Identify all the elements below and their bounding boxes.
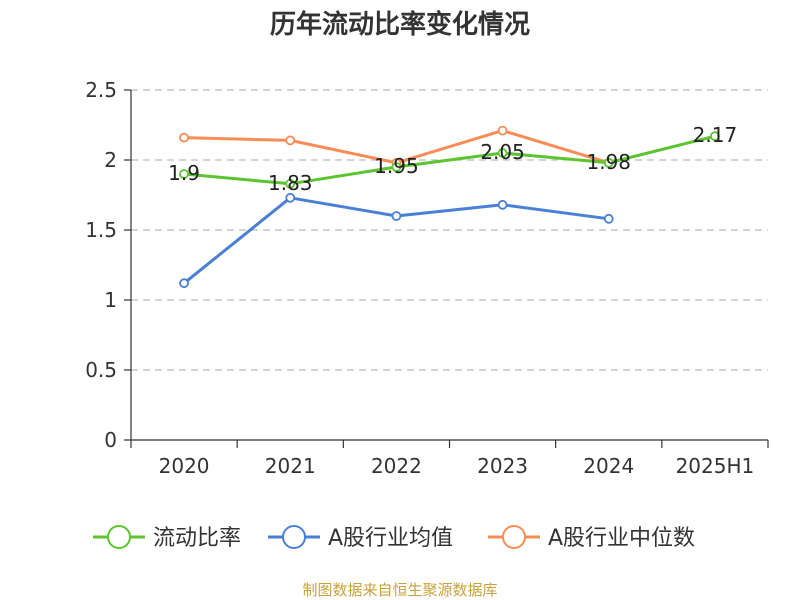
- data-label: 1.9: [168, 161, 200, 185]
- grid-lines: [131, 89, 768, 371]
- legend-marker: [107, 525, 131, 549]
- series-line: [183, 196, 609, 285]
- series-lines: [179, 125, 720, 289]
- legend-label: A股行业均值: [328, 526, 453, 551]
- y-tick-label: 2: [104, 148, 117, 172]
- series-0: [179, 131, 720, 189]
- data-label: 1.83: [268, 171, 313, 195]
- data-point: [285, 192, 296, 203]
- x-tick-label: 2025H1: [676, 454, 755, 478]
- data-point: [285, 135, 296, 146]
- axes: 0 0.5 1 1.5 2 2.5 2020 2021 2022 2023 2024 2025H1: [85, 78, 769, 478]
- legend-marker: [502, 525, 526, 549]
- x-tick-label: 2021: [265, 454, 316, 478]
- series-line: [183, 134, 716, 186]
- legend-label: A股行业中位数: [548, 526, 695, 551]
- y-tick-label: 1: [104, 288, 117, 312]
- data-point: [285, 178, 296, 189]
- data-labels: 1.9 1.83 1.95 2.05 1.98 2.17: [168, 123, 737, 195]
- data-point: [710, 131, 720, 142]
- legend-item: A股行业均值: [268, 525, 453, 551]
- data-point: [497, 125, 508, 136]
- x-tick-label: 2022: [371, 454, 422, 478]
- x-tick-label: 2020: [159, 454, 210, 478]
- y-tick-label: 1.5: [85, 218, 117, 242]
- data-point: [603, 157, 614, 168]
- data-point: [497, 199, 508, 210]
- x-tick-label: 2024: [583, 454, 634, 478]
- legend: 流动比率 A股行业均值 A股行业中位数: [93, 525, 695, 551]
- legend-item: A股行业中位数: [488, 525, 695, 551]
- chart-title: 历年流动比率变化情况: [270, 9, 530, 40]
- source-note: 制图数据来自恒生聚源数据库: [302, 581, 497, 599]
- y-tick-label: 0: [104, 428, 117, 452]
- data-point: [179, 132, 189, 143]
- data-point: [603, 213, 614, 224]
- legend-marker: [282, 525, 306, 549]
- data-label: 2.17: [693, 123, 738, 147]
- legend-label: 流动比率: [153, 526, 241, 551]
- x-tick-label: 2023: [477, 454, 528, 478]
- legend-item: 流动比率: [93, 525, 241, 551]
- series-1: [179, 192, 614, 289]
- data-point: [391, 211, 402, 221]
- data-label: 2.05: [480, 140, 525, 164]
- y-tick-label: 0.5: [85, 358, 117, 382]
- y-tick-label: 2.5: [85, 78, 117, 102]
- data-point: [391, 162, 402, 172]
- data-point: [497, 148, 508, 158]
- data-label: 1.98: [586, 150, 631, 174]
- data-point: [179, 278, 189, 289]
- data-point: [179, 169, 189, 179]
- data-label: 1.95: [374, 154, 419, 178]
